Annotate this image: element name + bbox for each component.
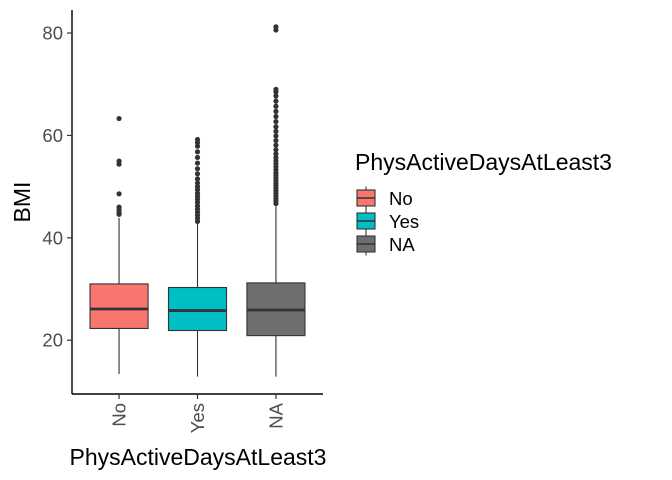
- legend-title: PhysActiveDaysAtLeast3: [355, 149, 612, 175]
- outlier-point: [273, 137, 279, 144]
- outlier-point: [273, 147, 279, 153]
- iqr-box: [167, 286, 228, 332]
- outlier-point: [194, 176, 201, 182]
- box-yes: [167, 136, 228, 377]
- box-na: [246, 24, 306, 377]
- outlier-point: [194, 160, 201, 166]
- outlier-point: [116, 204, 122, 210]
- legend-key-yes: [356, 209, 376, 233]
- outlier-point: [194, 203, 201, 209]
- x-ticks: No Yes NA: [109, 394, 286, 433]
- outlier-point: [116, 115, 122, 122]
- outlier-point: [273, 142, 279, 148]
- y-tick-label: 40: [42, 227, 63, 248]
- x-tick-label: Yes: [187, 403, 208, 433]
- outlier-point: [194, 154, 201, 161]
- outlier-point: [116, 191, 122, 197]
- outlier-point: [194, 180, 201, 186]
- outlier-point: [194, 136, 201, 143]
- outlier-point: [273, 128, 279, 134]
- outlier-point: [273, 133, 279, 139]
- legend-label: NA: [389, 234, 415, 255]
- outlier-point: [273, 151, 279, 157]
- legend-key-no: [356, 186, 376, 210]
- iqr-box: [89, 283, 149, 330]
- box-no: [89, 115, 149, 375]
- y-tick-label: 60: [42, 125, 63, 146]
- outlier-point: [273, 86, 279, 92]
- y-axis-label: BMI: [9, 182, 35, 223]
- outlier-point: [194, 190, 201, 196]
- x-axis-label: PhysActiveDaysAtLeast3: [70, 444, 327, 470]
- outlier-point: [194, 184, 201, 190]
- outlier-point: [273, 93, 279, 99]
- plot-area: [89, 24, 306, 377]
- y-ticks: 20 40 60 80: [42, 23, 72, 351]
- outlier-point: [273, 119, 279, 125]
- outlier-point: [273, 124, 279, 130]
- outlier-point: [273, 24, 279, 30]
- legend-key-na: [356, 232, 376, 256]
- outlier-point: [273, 103, 279, 109]
- legend-label: No: [389, 188, 413, 209]
- outlier-point: [273, 154, 279, 161]
- outlier-point: [194, 143, 201, 149]
- outlier-point: [273, 113, 279, 120]
- legend-label: Yes: [389, 211, 419, 232]
- outlier-point: [194, 166, 201, 172]
- x-tick-label: NA: [265, 402, 286, 428]
- y-tick-label: 20: [42, 330, 63, 351]
- outlier-point: [116, 158, 122, 164]
- outlier-point: [194, 171, 201, 177]
- outlier-point: [273, 98, 279, 104]
- outlier-point: [273, 108, 279, 114]
- outlier-point: [194, 149, 201, 155]
- y-tick-label: 80: [42, 23, 63, 44]
- x-tick-label: No: [109, 403, 130, 427]
